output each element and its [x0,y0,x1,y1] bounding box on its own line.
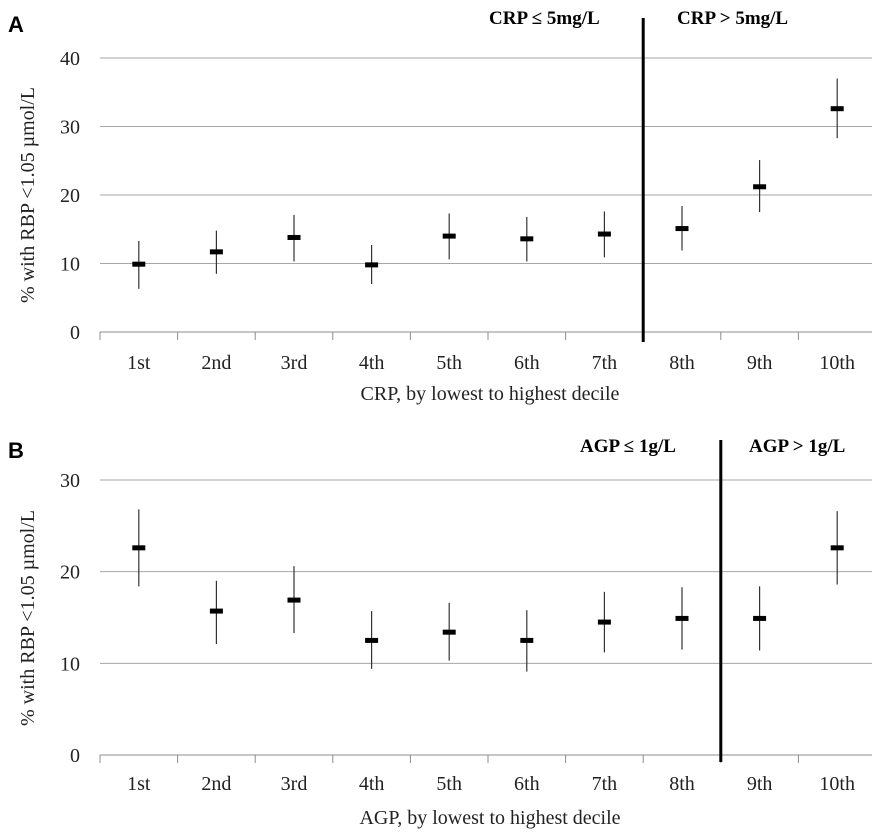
panel-a-x-tick-label: 10th [819,352,855,374]
panel-a-x-tick-label: 9th [747,352,773,374]
panel-a-y-tick-label: 10 [60,254,80,276]
panel-a: A CRP ≤ 5mg/L CRP > 5mg/L % with RBP <1.… [8,8,872,405]
panel-b-threshold-right: AGP > 1g/L [749,436,845,457]
panel-a-data-point [442,233,456,239]
panel-a-letter: A [8,12,24,37]
panel-a-data-point [675,226,689,232]
panel-b-data-point [753,615,767,621]
panel-a-data-point [597,231,611,237]
panel-a-y-axis-title: % with RBP <1.05 µmol/L [17,87,39,303]
panel-b-x-tick-label: 7th [592,773,618,795]
panel-a-x-axis-title: CRP, by lowest to highest decile [361,383,620,405]
panel-a-x-tick-label: 1st [127,352,151,374]
panel-a-x-tick-label: 3rd [281,352,308,374]
panel-a-data-point [830,106,844,112]
panel-a-x-tick-label: 2nd [201,352,231,374]
panel-a-data-point [209,249,223,255]
panel-b-data-point [830,545,844,551]
panel-a-data-point [365,262,379,268]
panel-b-y-tick-label: 10 [60,653,80,675]
panel-b-y-axis-title: % with RBP <1.05 µmol/L [17,510,39,726]
panel-a-y-tick-label: 30 [60,117,80,139]
panel-b-data-point [132,545,146,551]
panel-b-x-tick-label: 3rd [281,773,308,795]
panel-b-x-tick-label: 2nd [201,773,231,795]
panel-a-x-tick-label: 6th [514,352,540,374]
panel-b: B AGP ≤ 1g/L AGP > 1g/L % with RBP <1.05… [8,436,872,829]
panel-a-data-point [132,261,146,267]
panel-b-data-point [287,597,301,603]
panel-b-data-point [442,629,456,635]
panel-b-x-axis-title: AGP, by lowest to highest decile [359,807,620,829]
panel-a-y-tick-label: 0 [70,322,80,344]
panel-b-x-tick-label: 9th [747,773,773,795]
panel-b-x-tick-label: 4th [359,773,385,795]
panel-b-x-tick-label: 10th [819,773,855,795]
panel-b-letter: B [8,438,24,463]
panel-b-data-point [520,637,534,643]
panel-b-x-tick-label: 8th [669,773,695,795]
panel-a-threshold-right: CRP > 5mg/L [677,8,788,29]
panel-a-x-tick-label: 5th [436,352,462,374]
panel-a-threshold-left: CRP ≤ 5mg/L [489,8,600,29]
panel-b-data-point [365,637,379,643]
panel-b-y-tick-label: 30 [60,470,80,492]
panel-a-x-tick-label: 7th [592,352,618,374]
panel-b-x-tick-label: 6th [514,773,540,795]
panel-a-y-tick-label: 20 [60,185,80,207]
panel-b-x-tick-label: 1st [127,773,151,795]
panel-a-data-point [753,184,767,190]
panel-b-threshold-left: AGP ≤ 1g/L [580,436,676,457]
panel-b-y-tick-label: 20 [60,562,80,584]
panel-b-y-tick-label: 0 [70,745,80,767]
panel-b-data-point [675,615,689,621]
panel-a-data-point [520,236,534,242]
panel-a-x-tick-label: 8th [669,352,695,374]
panel-a-y-tick-label: 40 [60,48,80,70]
panel-b-data-point [597,619,611,625]
panel-b-x-tick-label: 5th [436,773,462,795]
panel-b-data-point [209,608,223,614]
panel-a-x-tick-label: 4th [359,352,385,374]
panel-a-data-point [287,234,301,240]
